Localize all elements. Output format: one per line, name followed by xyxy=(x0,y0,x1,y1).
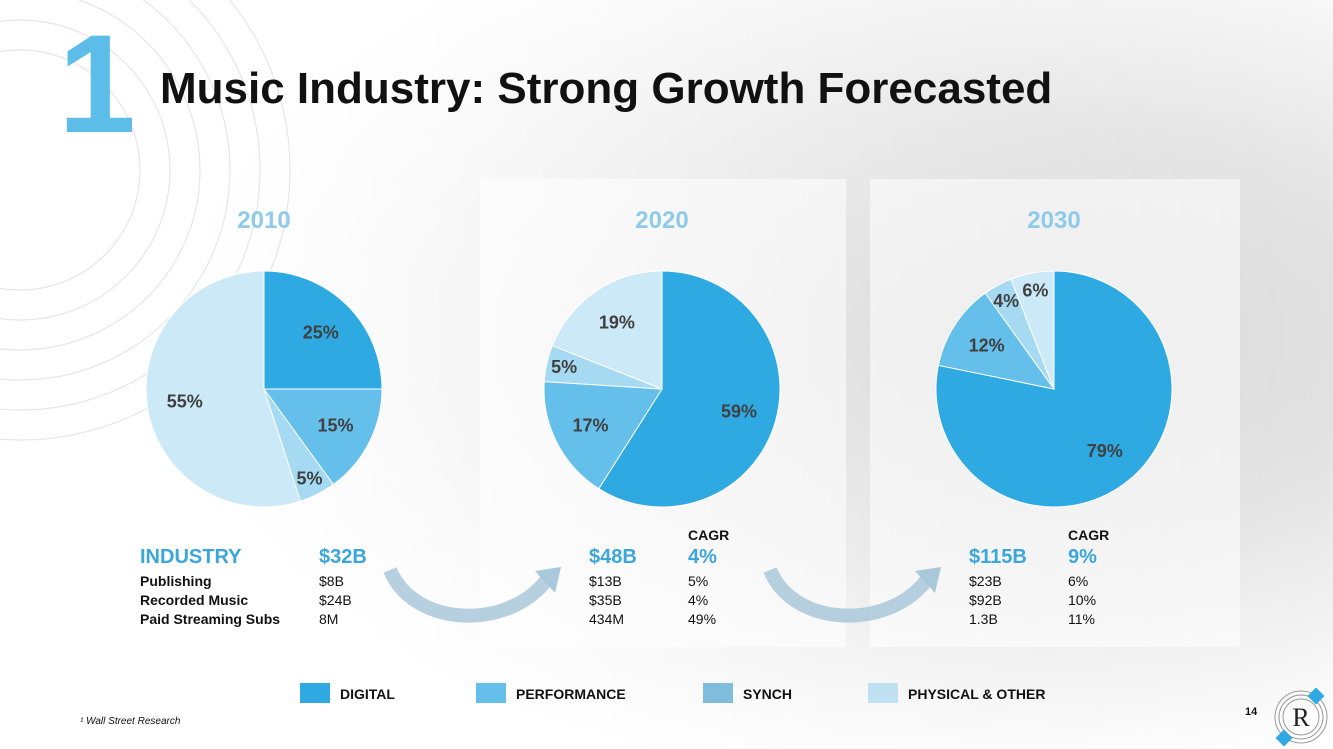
publishing-2010: $8B xyxy=(319,573,344,589)
growth-arrow-2 xyxy=(763,566,941,623)
legend-swatch-digital xyxy=(300,683,330,703)
streaming-2020: 434M xyxy=(589,611,625,627)
streaming-2010: 8M xyxy=(319,611,339,627)
pie-slice-2020-digital xyxy=(598,270,781,508)
recorded-2030: $92B xyxy=(969,592,1002,608)
pie-label-2030-performance: 12% xyxy=(969,335,1005,355)
footnote: ¹ Wall Street Research xyxy=(80,716,181,727)
recorded-2010: $24B xyxy=(319,592,352,608)
chart-title-2010: 2010 xyxy=(237,207,291,234)
cagr-recorded-2030: 10% xyxy=(1068,592,1097,608)
legend-swatch-physical xyxy=(868,683,898,703)
publishing-2020: $13B xyxy=(589,573,622,589)
company-logo: R xyxy=(1274,688,1328,746)
pie-label-2010-physical: 55% xyxy=(167,392,203,412)
publishing-2030: $23B xyxy=(969,573,1002,589)
section-number: 1 xyxy=(58,5,136,162)
pie-label-2020-synch: 5% xyxy=(551,357,577,377)
row-label-publishing: Publishing xyxy=(140,573,212,589)
recorded-2020: $35B xyxy=(589,592,622,608)
chart-title-2030: 2030 xyxy=(1027,207,1081,234)
cagr-streaming-2030: 11% xyxy=(1068,611,1095,627)
pie-label-2020-digital: 59% xyxy=(721,401,757,421)
legend-swatch-performance xyxy=(476,683,506,703)
cagr-publishing-2020: 5% xyxy=(688,573,709,589)
legend-label-performance: PERFORMANCE xyxy=(516,686,626,702)
pie-label-2010-performance: 15% xyxy=(317,415,353,435)
pie-slice-2010-physical xyxy=(145,270,302,508)
row-label-streaming-subs: Paid Streaming Subs xyxy=(140,611,281,627)
pie-slice-2020-performance xyxy=(543,381,663,490)
cagr-industry-2030: 9% xyxy=(1068,546,1097,568)
pie-label-2030-digital: 79% xyxy=(1087,441,1123,461)
pie-label-2010-digital: 25% xyxy=(303,322,339,342)
logo-letter: R xyxy=(1292,703,1310,732)
chart-title-2020: 2020 xyxy=(635,207,689,234)
pie-slice-2020-physical xyxy=(551,270,663,390)
pie-slice-2030-performance xyxy=(937,292,1056,390)
pie-label-2020-performance: 17% xyxy=(572,415,608,435)
pie-label-2030-synch: 4% xyxy=(993,291,1019,311)
cagr-header-2020: CAGR xyxy=(688,527,730,543)
legend-label-physical: PHYSICAL & OTHER xyxy=(908,686,1046,702)
cagr-streaming-2020: 49% xyxy=(688,611,717,627)
row-label-industry: INDUSTRY xyxy=(140,546,242,568)
legend-label-synch: SYNCH xyxy=(743,686,793,702)
pie-label-2030-physical: 6% xyxy=(1022,280,1048,300)
industry-2010: $32B xyxy=(319,546,367,568)
pie-label-2020-physical: 19% xyxy=(599,313,635,333)
pie-slice-2030-physical xyxy=(1010,270,1055,390)
pie-slice-2010-performance xyxy=(263,388,383,486)
page-number: 14 xyxy=(1245,706,1258,718)
legend-label-digital: DIGITAL xyxy=(340,686,395,702)
pie-label-2010-synch: 5% xyxy=(297,468,323,488)
row-label-recorded-music: Recorded Music xyxy=(140,592,249,608)
legend-swatch-synch xyxy=(703,683,733,703)
growth-arrow-1 xyxy=(383,566,561,623)
cagr-industry-2020: 4% xyxy=(688,546,717,568)
page-title: Music Industry: Strong Growth Forecasted xyxy=(160,64,1053,113)
cagr-recorded-2020: 4% xyxy=(688,592,709,608)
streaming-2030: 1.3B xyxy=(969,611,998,627)
industry-2020: $48B xyxy=(589,546,637,568)
cagr-header-2030: CAGR xyxy=(1068,527,1110,543)
cagr-publishing-2030: 6% xyxy=(1068,573,1089,589)
industry-2030: $115B xyxy=(969,546,1027,568)
pie-slice-2010-digital xyxy=(263,270,383,390)
